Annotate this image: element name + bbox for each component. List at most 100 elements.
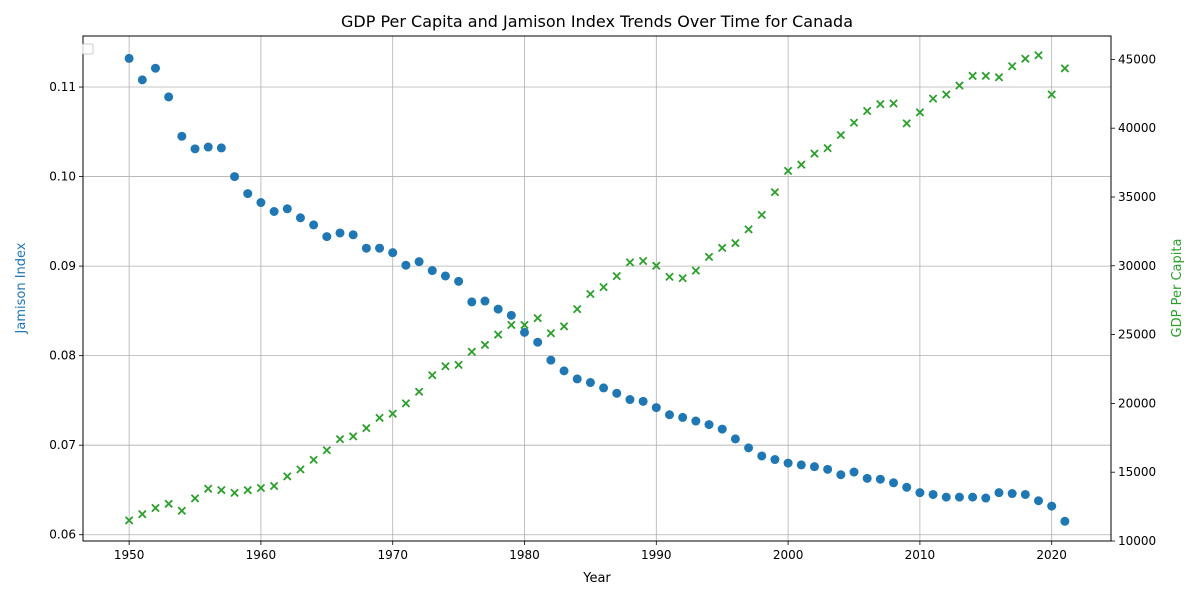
gdp-point (638, 256, 648, 266)
x-tick-label: 2000 (773, 548, 804, 562)
gdp-point (230, 488, 239, 498)
gdp-point (902, 119, 911, 128)
jamison-point (230, 172, 240, 182)
gdp-point (797, 160, 806, 169)
jamison-point (533, 337, 543, 347)
grid (83, 36, 1111, 541)
gdp-point (955, 81, 964, 90)
chart-title: GDP Per Capita and Jamison Index Trends … (341, 12, 853, 31)
jamison-point (809, 462, 819, 472)
jamison-point (295, 213, 305, 223)
jamison-point (190, 144, 200, 154)
jamison-point (203, 142, 213, 152)
gdp-point (559, 322, 569, 331)
gdp-point (493, 330, 503, 339)
jamison-point (164, 92, 174, 102)
jamison-point (599, 383, 609, 393)
jamison-point (994, 488, 1004, 498)
gdp-point (678, 273, 687, 283)
y-right-tick-label: 15000 (1118, 465, 1156, 479)
gdp-point (981, 71, 991, 81)
gdp-series (124, 51, 1070, 525)
gdp-point (467, 347, 477, 357)
jamison-point (493, 304, 503, 314)
gdp-point (612, 271, 622, 281)
jamison-point (612, 388, 622, 398)
gdp-point (836, 130, 846, 140)
gdp-point (744, 225, 753, 234)
jamison-point (440, 271, 450, 281)
jamison-point (915, 488, 925, 498)
gdp-point (283, 472, 292, 481)
jamison-point (981, 493, 991, 503)
gdp-point (335, 434, 345, 444)
jamison-point (704, 420, 714, 430)
gdp-point (968, 71, 977, 81)
jamison-point (572, 374, 582, 384)
gdp-point (203, 484, 213, 493)
gdp-point (546, 328, 556, 338)
gdp-point (1060, 64, 1070, 73)
plot-frame (82, 35, 1112, 542)
jamison-point (889, 478, 899, 488)
jamison-point (322, 232, 332, 242)
y-right-tick-label: 10000 (1118, 534, 1156, 548)
x-tick-label: 1970 (377, 548, 408, 562)
jamison-point (1060, 516, 1070, 526)
y-left-tick-label: 0.08 (49, 349, 76, 363)
gdp-point (348, 432, 358, 441)
x-tick-label: 2020 (1036, 548, 1067, 562)
gdp-point (217, 485, 226, 495)
jamison-point (348, 230, 358, 240)
axes: 1950 1960 1970 1980 1990 2000 2010 2020 0.06 0.07… (49, 52, 1156, 562)
gdp-point (994, 73, 1004, 82)
gdp-point (704, 252, 714, 262)
jamison-point (968, 492, 978, 502)
jamison-point (664, 410, 674, 420)
jamison-series (124, 53, 1070, 526)
jamison-point (506, 310, 516, 320)
y-axis-right-label: GDP Per Capita (1170, 239, 1185, 338)
x-tick-label: 2010 (905, 548, 936, 562)
jamison-point (375, 243, 385, 253)
y-left-tick-label: 0.10 (49, 170, 76, 184)
jamison-point (256, 198, 266, 208)
gdp-point (177, 506, 187, 515)
jamison-point (585, 378, 595, 388)
gdp-point (190, 494, 200, 503)
gdp-point (625, 258, 635, 267)
jamison-point (414, 257, 424, 267)
y-right-tick-label: 45000 (1118, 52, 1156, 66)
jamison-point (875, 474, 885, 484)
gdp-point (533, 313, 542, 323)
jamison-point (150, 63, 160, 73)
jamison-point (796, 460, 806, 470)
gdp-point (942, 90, 951, 99)
gdp-point (770, 187, 780, 197)
gdp-point (138, 509, 147, 519)
gdp-point (428, 370, 437, 380)
jamison-point (678, 412, 688, 422)
y-left-tick-label: 0.11 (49, 80, 76, 94)
jamison-point (243, 189, 253, 199)
gdp-point (717, 243, 727, 253)
jamison-point (862, 473, 872, 483)
gdp-point (480, 340, 490, 350)
y-right-tick-label: 20000 (1118, 396, 1156, 410)
jamison-point (401, 260, 411, 270)
gdp-point (309, 455, 318, 465)
y-axis-left-label: Jamison Index (14, 242, 29, 334)
gdp-point (849, 118, 859, 127)
jamison-point (559, 366, 569, 376)
x-tick-label: 1990 (641, 548, 672, 562)
gdp-point (151, 503, 160, 513)
gdp-point (388, 409, 397, 418)
jamison-point (1020, 489, 1030, 499)
gdp-point (414, 387, 424, 396)
gdp-point (783, 166, 793, 176)
jamison-point (546, 355, 556, 365)
gdp-point (164, 499, 173, 509)
jamison-point (902, 482, 912, 492)
gdp-point (889, 99, 898, 108)
